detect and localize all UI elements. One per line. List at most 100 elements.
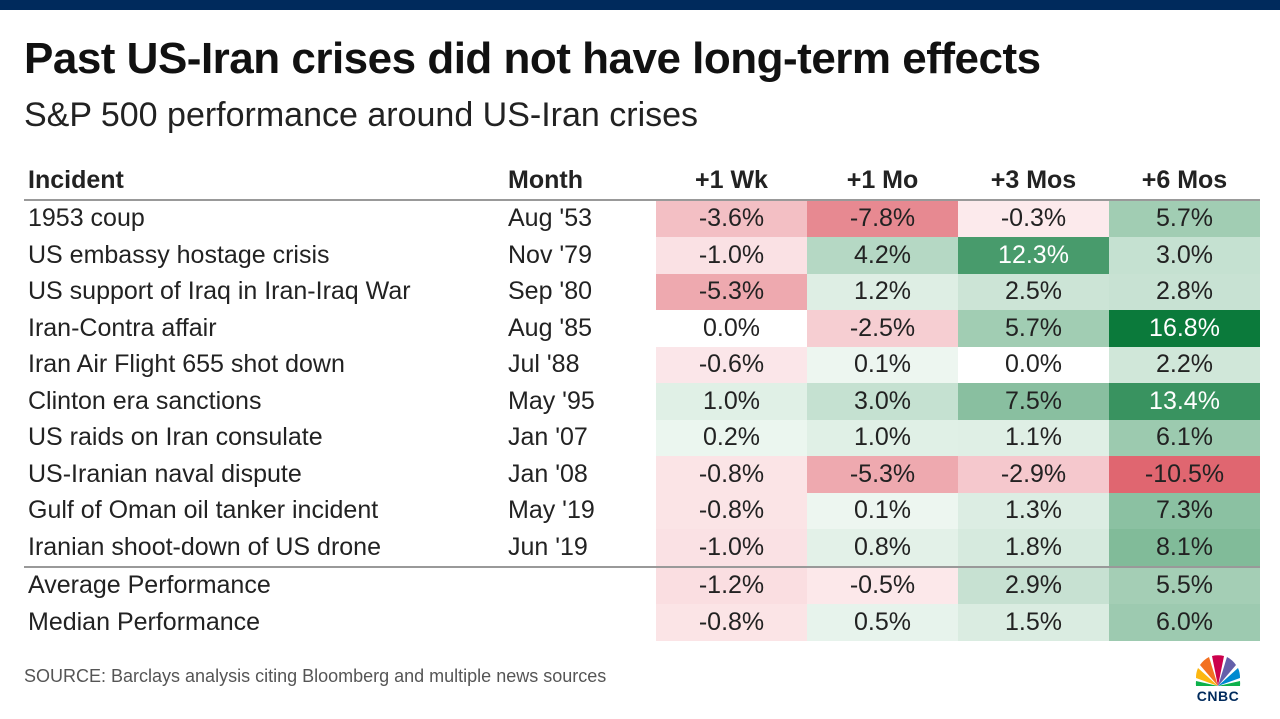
- summary-row: Median Performance -0.8% 0.5% 1.5% 6.0%: [24, 604, 1260, 641]
- value-cell-3mos: 7.5%: [958, 383, 1109, 420]
- value-cell-1wk: -0.8%: [656, 456, 807, 493]
- value-cell-1mo: 1.2%: [807, 273, 958, 310]
- incident-cell: US support of Iraq in Iran-Iraq War: [28, 277, 411, 306]
- column-header-6mos: +6 Mos: [1109, 162, 1260, 201]
- month-cell: Jan '08: [508, 459, 588, 488]
- table-header-row: Incident Month +1 Wk +1 Mo +3 Mos +6 Mos: [24, 162, 1260, 201]
- value-cell-3mos: 2.5%: [958, 273, 1109, 310]
- table-row: Iran-Contra affair Aug '85 0.0% -2.5% 5.7% 16…: [24, 310, 1260, 347]
- table-row: Iranian shoot-down of US drone Jun '19 -1.…: [24, 529, 1260, 567]
- value-cell-1mo: 1.0%: [807, 419, 958, 456]
- performance-table: Incident Month +1 Wk +1 Mo +3 Mos +6 Mos…: [24, 162, 1260, 641]
- value-cell-6mos: 5.7%: [1109, 199, 1260, 237]
- value-cell-6mos: 5.5%: [1109, 565, 1260, 604]
- value-cell-6mos: 6.1%: [1109, 419, 1260, 456]
- table-row: Gulf of Oman oil tanker incident May '19 -…: [24, 492, 1260, 529]
- month-cell: May '19: [508, 496, 595, 525]
- value-cell-6mos: 6.0%: [1109, 604, 1260, 641]
- column-header-month: Month: [504, 162, 656, 201]
- month-cell: Nov '79: [508, 240, 592, 269]
- value-cell-3mos: 1.3%: [958, 492, 1109, 529]
- value-cell-1wk: -0.8%: [656, 604, 807, 641]
- table-row: 1953 coup Aug '53 -3.6% -7.8% -0.3% 5.7%: [24, 199, 1260, 237]
- value-cell-1mo: 4.2%: [807, 237, 958, 274]
- table-row: US embassy hostage crisis Nov '79 -1.0% 4.2…: [24, 237, 1260, 274]
- value-cell-1wk: -1.0%: [656, 237, 807, 274]
- table-row: US-Iranian naval dispute Jan '08 -0.8% -5.3…: [24, 456, 1260, 493]
- value-cell-1wk: 0.2%: [656, 419, 807, 456]
- table-body: 1953 coup Aug '53 -3.6% -7.8% -0.3% 5.7% US em…: [24, 199, 1260, 641]
- table-row: Iran Air Flight 655 shot down Jul '88 -0.6…: [24, 346, 1260, 383]
- value-cell-3mos: 5.7%: [958, 310, 1109, 347]
- top-accent-bar: [0, 0, 1280, 10]
- incident-cell: 1953 coup: [28, 204, 145, 233]
- value-cell-6mos: -10.5%: [1109, 456, 1260, 493]
- month-cell: Jun '19: [508, 532, 588, 561]
- table-row: US raids on Iran consulate Jan '07 0.2% 1.0…: [24, 419, 1260, 456]
- logo-text: CNBC: [1196, 688, 1240, 704]
- value-cell-1wk: 1.0%: [656, 383, 807, 420]
- value-cell-1mo: 0.8%: [807, 529, 958, 567]
- incident-cell: Iran Air Flight 655 shot down: [28, 350, 345, 379]
- value-cell-6mos: 13.4%: [1109, 383, 1260, 420]
- value-cell-3mos: 1.5%: [958, 604, 1109, 641]
- value-cell-6mos: 7.3%: [1109, 492, 1260, 529]
- value-cell-1wk: 0.0%: [656, 310, 807, 347]
- value-cell-1mo: 0.1%: [807, 492, 958, 529]
- column-header-incident: Incident: [24, 162, 504, 201]
- page-title: Past US-Iran crises did not have long-te…: [24, 34, 1041, 83]
- page-subtitle: S&P 500 performance around US-Iran crise…: [24, 96, 699, 134]
- month-cell: Jan '07: [508, 423, 588, 452]
- month-cell: Aug '53: [508, 204, 593, 233]
- value-cell-6mos: 16.8%: [1109, 310, 1260, 347]
- incident-cell: Median Performance: [28, 607, 261, 636]
- value-cell-6mos: 3.0%: [1109, 237, 1260, 274]
- value-cell-1wk: -1.0%: [656, 529, 807, 567]
- month-cell: Jul '88: [508, 350, 580, 379]
- incident-cell: US-Iranian naval dispute: [28, 459, 302, 488]
- value-cell-1wk: -0.8%: [656, 492, 807, 529]
- value-cell-1mo: 3.0%: [807, 383, 958, 420]
- source-note: SOURCE: Barclays analysis citing Bloombe…: [24, 666, 607, 686]
- value-cell-3mos: 2.9%: [958, 565, 1109, 604]
- value-cell-1mo: -5.3%: [807, 456, 958, 493]
- cnbc-logo: CNBC: [1186, 650, 1250, 704]
- summary-row: Average Performance -1.2% -0.5% 2.9% 5.5%: [24, 565, 1260, 604]
- table-row: US support of Iraq in Iran-Iraq War Sep '…: [24, 273, 1260, 310]
- month-cell: Sep '80: [508, 277, 593, 306]
- incident-cell: Clinton era sanctions: [28, 386, 262, 415]
- value-cell-3mos: -2.9%: [958, 456, 1109, 493]
- value-cell-6mos: 2.2%: [1109, 346, 1260, 383]
- month-cell: Aug '85: [508, 313, 593, 342]
- incident-cell: Gulf of Oman oil tanker incident: [28, 496, 379, 525]
- column-header-1wk: +1 Wk: [656, 162, 807, 201]
- month-cell: [504, 565, 656, 604]
- value-cell-3mos: 12.3%: [958, 237, 1109, 274]
- peacock-icon: [1195, 655, 1241, 686]
- value-cell-1mo: -7.8%: [807, 199, 958, 237]
- month-cell: [504, 604, 656, 641]
- column-header-3mos: +3 Mos: [958, 162, 1109, 201]
- column-header-1mo: +1 Mo: [807, 162, 958, 201]
- value-cell-3mos: -0.3%: [958, 199, 1109, 237]
- performance-table-wrapper: Incident Month +1 Wk +1 Mo +3 Mos +6 Mos…: [24, 162, 1260, 641]
- incident-cell: US raids on Iran consulate: [28, 423, 323, 452]
- value-cell-1mo: 0.5%: [807, 604, 958, 641]
- value-cell-3mos: 0.0%: [958, 346, 1109, 383]
- value-cell-3mos: 1.8%: [958, 529, 1109, 567]
- value-cell-1mo: 0.1%: [807, 346, 958, 383]
- incident-cell: US embassy hostage crisis: [28, 240, 330, 269]
- value-cell-1mo: -2.5%: [807, 310, 958, 347]
- month-cell: May '95: [508, 386, 595, 415]
- value-cell-1wk: -0.6%: [656, 346, 807, 383]
- value-cell-3mos: 1.1%: [958, 419, 1109, 456]
- value-cell-1wk: -1.2%: [656, 565, 807, 604]
- incident-cell: Iran-Contra affair: [28, 313, 217, 342]
- value-cell-1wk: -5.3%: [656, 273, 807, 310]
- value-cell-6mos: 2.8%: [1109, 273, 1260, 310]
- value-cell-1mo: -0.5%: [807, 565, 958, 604]
- table-row: Clinton era sanctions May '95 1.0% 3.0% 7.5%…: [24, 383, 1260, 420]
- incident-cell: Iranian shoot-down of US drone: [28, 532, 381, 561]
- value-cell-1wk: -3.6%: [656, 199, 807, 237]
- value-cell-6mos: 8.1%: [1109, 529, 1260, 567]
